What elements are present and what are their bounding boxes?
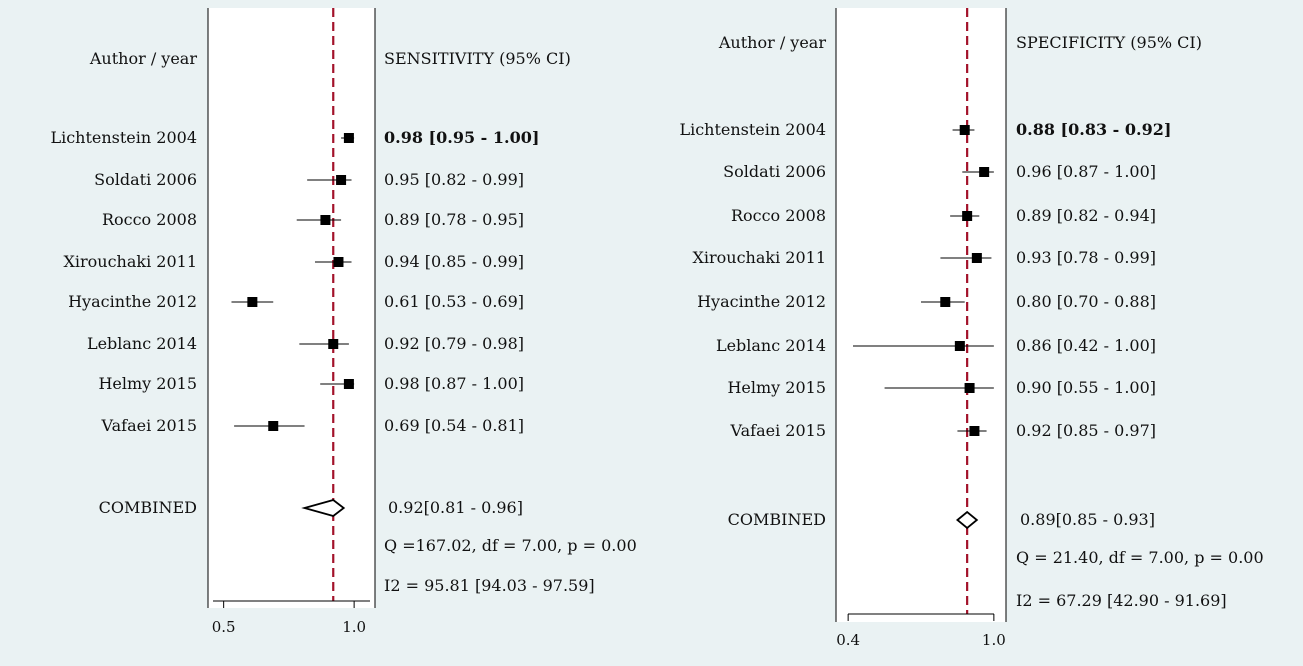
point-estimate-marker [959, 125, 970, 135]
study-label: Leblanc 2014 [716, 336, 826, 355]
heterogeneity-stat: Q =167.02, df = 7.00, p = 0.00 [384, 536, 637, 555]
study-estimate-text: 0.92 [0.79 - 0.98] [384, 334, 524, 353]
heterogeneity-stat: Q = 21.40, df = 7.00, p = 0.00 [1016, 548, 1264, 567]
study-estimate-text: 0.98 [0.87 - 1.00] [384, 374, 524, 393]
point-estimate-marker [954, 341, 965, 351]
column-header-author: Author / year [718, 33, 826, 52]
study-estimate-text: 0.98 [0.95 - 1.00] [384, 128, 539, 147]
point-estimate-marker [333, 257, 344, 267]
study-label: Xirouchaki 2011 [692, 248, 826, 267]
study-estimate-text: 0.80 [0.70 - 0.88] [1016, 292, 1156, 311]
point-estimate-marker [971, 253, 982, 263]
combined-label: COMBINED [728, 510, 826, 529]
point-estimate-marker [979, 167, 990, 177]
study-label: Rocco 2008 [731, 206, 826, 225]
combined-label: COMBINED [99, 498, 197, 517]
combined-diamond [301, 499, 346, 517]
column-header-author: Author / year [89, 49, 197, 68]
combined-estimate-text: 0.89[0.85 - 0.93] [1020, 510, 1155, 529]
study-label: Hyacinthe 2012 [697, 292, 826, 311]
study-label: Vafaei 2015 [730, 421, 826, 440]
study-estimate-text: 0.89 [0.78 - 0.95] [384, 210, 524, 229]
combined-diamond [956, 510, 979, 530]
heterogeneity-stat: I2 = 95.81 [94.03 - 97.59] [384, 576, 595, 595]
combined-estimate-text: 0.92[0.81 - 0.96] [388, 498, 523, 517]
study-estimate-text: 0.86 [0.42 - 1.00] [1016, 336, 1156, 355]
point-estimate-marker [940, 297, 951, 307]
study-label: Xirouchaki 2011 [63, 252, 197, 271]
point-estimate-marker [268, 421, 279, 431]
study-label: Vafaei 2015 [101, 416, 197, 435]
study-estimate-text: 0.95 [0.82 - 0.99] [384, 170, 524, 189]
study-label: Rocco 2008 [102, 210, 197, 229]
point-estimate-marker [343, 379, 354, 389]
study-label: Soldati 2006 [94, 170, 197, 189]
column-header-estimate: SPECIFICITY (95% CI) [1016, 33, 1202, 52]
column-header-estimate: SENSITIVITY (95% CI) [384, 49, 571, 68]
study-estimate-text: 0.89 [0.82 - 0.94] [1016, 206, 1156, 225]
point-estimate-marker [320, 215, 331, 225]
x-tick-label: 0.5 [212, 618, 236, 636]
study-label: Hyacinthe 2012 [68, 292, 197, 311]
heterogeneity-stat: I2 = 67.29 [42.90 - 91.69] [1016, 591, 1227, 610]
study-label: Leblanc 2014 [87, 334, 197, 353]
point-estimate-marker [247, 297, 258, 307]
point-estimate-marker [336, 175, 347, 185]
study-label: Helmy 2015 [98, 374, 197, 393]
study-label: Helmy 2015 [727, 378, 826, 397]
study-label: Soldati 2006 [723, 162, 826, 181]
study-estimate-text: 0.61 [0.53 - 0.69] [384, 292, 524, 311]
study-estimate-text: 0.96 [0.87 - 1.00] [1016, 162, 1156, 181]
point-estimate-marker [328, 339, 339, 349]
x-tick-label: 1.0 [982, 631, 1006, 649]
study-estimate-text: 0.92 [0.85 - 0.97] [1016, 421, 1156, 440]
study-estimate-text: 0.93 [0.78 - 0.99] [1016, 248, 1156, 267]
study-estimate-text: 0.94 [0.85 - 0.99] [384, 252, 524, 271]
point-estimate-marker [343, 133, 354, 143]
x-tick-label: 1.0 [342, 618, 366, 636]
study-estimate-text: 0.69 [0.54 - 0.81] [384, 416, 524, 435]
plot-panel-0 [208, 8, 375, 608]
study-label: Lichtenstein 2004 [679, 120, 826, 139]
point-estimate-marker [964, 383, 975, 393]
plot-panel-1 [836, 8, 1006, 622]
point-estimate-marker [969, 426, 980, 436]
study-estimate-text: 0.88 [0.83 - 0.92] [1016, 120, 1171, 139]
study-label: Lichtenstein 2004 [50, 128, 197, 147]
study-estimate-text: 0.90 [0.55 - 1.00] [1016, 378, 1156, 397]
point-estimate-marker [962, 211, 973, 221]
x-tick-label: 0.4 [836, 631, 860, 649]
